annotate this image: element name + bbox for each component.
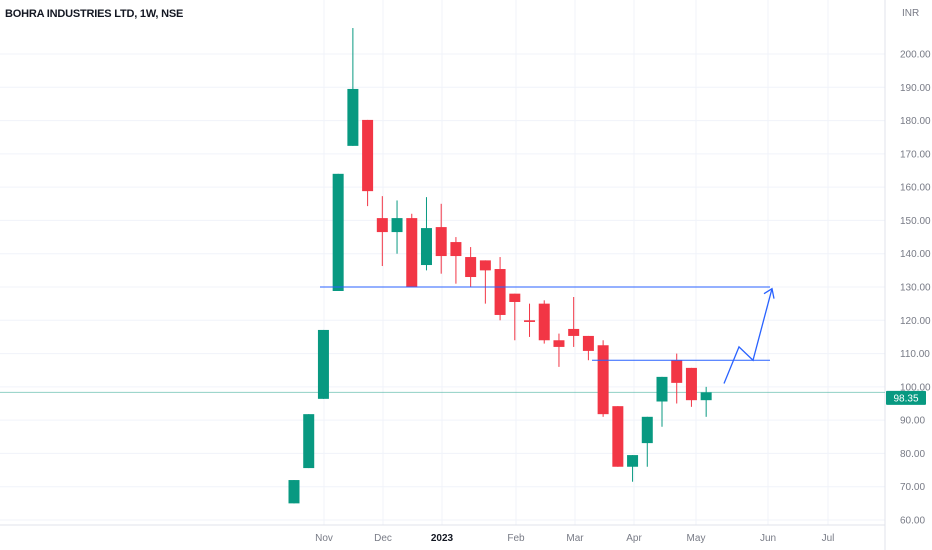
- y-tick-label: 160.00: [900, 183, 931, 194]
- candle-body: [303, 414, 315, 469]
- candle: [509, 293, 521, 341]
- y-tick-label: 60.00: [900, 516, 925, 527]
- candle: [435, 203, 447, 274]
- candle: [303, 414, 315, 469]
- candle: [317, 329, 329, 399]
- candle: [641, 416, 653, 467]
- y-tick-label: 170.00: [900, 149, 931, 160]
- x-tick-label: May: [687, 533, 706, 544]
- candle-body: [627, 455, 639, 467]
- x-tick-label: Apr: [626, 533, 642, 544]
- candle: [671, 353, 683, 404]
- candle: [406, 213, 418, 288]
- candle-body: [479, 260, 491, 271]
- y-tick-label: 70.00: [900, 482, 925, 493]
- last-price-label: 98.35: [893, 393, 918, 404]
- candle: [494, 257, 506, 321]
- candle-body: [288, 480, 300, 504]
- x-tick-label: Jul: [822, 533, 835, 544]
- x-tick-label: Nov: [315, 533, 333, 544]
- candle-body: [671, 360, 683, 383]
- y-tick-label: 90.00: [900, 416, 925, 427]
- candle-body: [524, 320, 536, 322]
- candle-body: [685, 367, 697, 401]
- projection-arrow: [723, 288, 773, 384]
- candle-body: [509, 293, 521, 302]
- y-tick-label: 120.00: [900, 316, 931, 327]
- candle-body: [391, 218, 403, 233]
- candle: [538, 300, 550, 344]
- candle-body: [420, 228, 432, 266]
- x-tick-label: Mar: [566, 533, 584, 544]
- candle-body: [553, 340, 565, 347]
- candle-body: [347, 88, 359, 146]
- candle: [656, 376, 668, 427]
- candle-body: [450, 242, 462, 257]
- candle-body: [582, 335, 594, 351]
- candle: [332, 173, 344, 291]
- candle-body: [317, 329, 329, 399]
- candle: [568, 296, 580, 347]
- x-tick-label: 2023: [431, 533, 454, 544]
- y-tick-label: 150.00: [900, 216, 931, 227]
- candle-body: [332, 173, 344, 291]
- y-tick-label: 100.00: [900, 382, 931, 393]
- y-tick-label: 190.00: [900, 83, 931, 94]
- candle: [582, 335, 594, 361]
- candle: [362, 119, 374, 207]
- candle: [420, 197, 432, 271]
- candle: [524, 303, 536, 337]
- candle-body: [406, 218, 418, 288]
- candle-body: [597, 345, 609, 415]
- candle: [612, 406, 624, 467]
- candle-body: [656, 376, 668, 402]
- y-tick-label: 200.00: [900, 50, 931, 61]
- candle-body: [435, 227, 447, 257]
- candle: [465, 247, 477, 288]
- x-tick-label: Jun: [760, 533, 776, 544]
- candle: [685, 367, 697, 407]
- candle-body: [612, 406, 624, 467]
- candle: [597, 340, 609, 417]
- candle-body: [465, 257, 477, 278]
- x-tick-label: Feb: [507, 533, 525, 544]
- candle-body: [700, 392, 712, 401]
- candle-body: [376, 218, 388, 233]
- y-tick-label: 180.00: [900, 116, 931, 127]
- currency-label: INR: [902, 8, 919, 19]
- chart-title: BOHRA INDUSTRIES LTD, 1W, NSE: [5, 8, 184, 20]
- candle: [700, 386, 712, 417]
- candle-body: [362, 119, 374, 192]
- y-tick-label: 130.00: [900, 283, 931, 294]
- y-tick-label: 140.00: [900, 249, 931, 260]
- candle: [288, 480, 300, 504]
- arrow-head-icon: [763, 287, 775, 299]
- candle: [553, 333, 565, 367]
- candle-body: [641, 416, 653, 444]
- candle: [479, 260, 491, 304]
- candle: [391, 200, 403, 254]
- candle: [347, 28, 359, 146]
- candle-body: [494, 269, 506, 315]
- y-tick-label: 80.00: [900, 449, 925, 460]
- candle-body: [538, 303, 550, 341]
- candle: [376, 196, 388, 267]
- last-price-badge: [886, 390, 926, 405]
- candle-body: [568, 328, 580, 336]
- y-tick-label: 110.00: [900, 349, 930, 360]
- x-tick-label: Dec: [374, 533, 392, 544]
- candle: [450, 237, 462, 284]
- candle: [627, 455, 639, 482]
